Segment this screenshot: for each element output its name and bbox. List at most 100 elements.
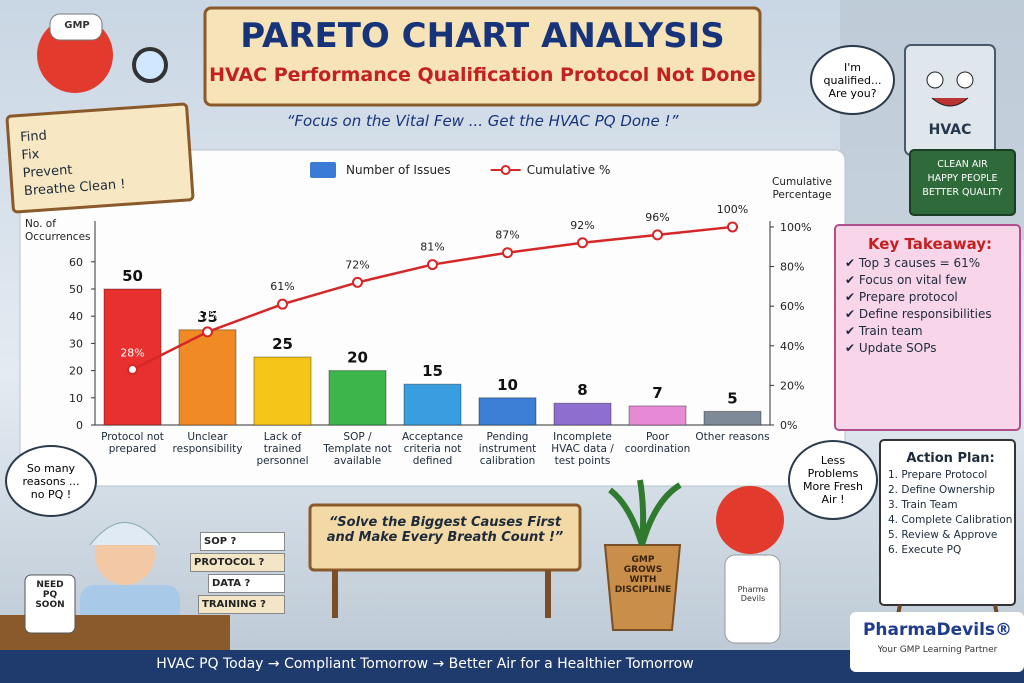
action-item: 3. Train Team xyxy=(888,499,958,511)
action-item: 4. Complete Calibration xyxy=(888,514,1013,526)
takeaway-item: ✔ Train team xyxy=(845,324,923,338)
line-value-label: 96% xyxy=(645,211,669,224)
folder: DATA ? xyxy=(208,574,285,593)
legend-label: Number of Issues xyxy=(346,163,451,177)
bar-value-label: 35 xyxy=(197,308,218,326)
folder: SOP ? xyxy=(200,532,285,551)
action-plan: Action Plan: 1. Prepare Protocol 2. Defi… xyxy=(888,448,1013,559)
takeaway-text: Top 3 causes = 61% xyxy=(858,256,981,270)
takeaway-text: Train team xyxy=(858,324,923,338)
y-tick-label: 60 xyxy=(69,256,83,269)
key-takeaway: Key Takeaway: ✔ Top 3 causes = 61% ✔ Foc… xyxy=(845,232,1015,358)
y-tick-label: 50 xyxy=(69,283,83,296)
title: PARETO CHART ANALYSIS xyxy=(240,16,725,56)
line-value-label: 81% xyxy=(420,241,444,254)
eye xyxy=(956,71,974,89)
bar-value-label: 20 xyxy=(347,349,368,367)
line-marker xyxy=(502,247,513,259)
speech-bubble: So many reasons ... no PQ ! xyxy=(5,445,97,517)
bar xyxy=(553,402,612,426)
line-marker xyxy=(202,326,213,338)
mug-body xyxy=(24,574,76,634)
y-tick-label: 30 xyxy=(69,337,83,350)
action-item: 5. Review & Approve xyxy=(888,529,998,541)
bar xyxy=(253,356,312,426)
bar-value-label: 10 xyxy=(497,376,518,394)
eye xyxy=(926,71,944,89)
green-sign: CLEAN AIR HAPPY PEOPLE BETTER QUALITY xyxy=(910,156,1015,201)
takeaway-text: Define responsibilities xyxy=(858,307,992,321)
hairnet xyxy=(89,522,161,546)
bar xyxy=(328,370,387,426)
bar-value-label: 5 xyxy=(727,389,737,407)
line-marker xyxy=(127,364,138,376)
takeaway-title: Key Takeaway: xyxy=(867,235,993,253)
y-tick-label: 0 xyxy=(76,419,83,432)
hat-label: GMP xyxy=(64,20,90,31)
takeaway-text: Prepare protocol xyxy=(858,290,958,304)
sign-line: BETTER QUALITY xyxy=(922,187,1003,198)
magnifier xyxy=(132,47,168,83)
takeaway-item: ✔ Top 3 causes = 61% xyxy=(845,256,981,270)
bar xyxy=(403,383,462,426)
plant xyxy=(608,479,682,546)
line-value-label: 100% xyxy=(717,203,748,216)
line-marker xyxy=(727,221,738,233)
line-value-label: 61% xyxy=(270,280,294,293)
sign-line: CLEAN AIR xyxy=(937,159,988,170)
y-tick-label: 40 xyxy=(69,310,83,323)
bar xyxy=(628,405,687,426)
mug-label: NEED PQ SOON xyxy=(35,580,65,610)
bar-value-label: 50 xyxy=(122,267,143,285)
brand-name: PharmaDevils® xyxy=(862,620,1013,640)
hvac-label: HVAC xyxy=(928,122,972,138)
bar-value-label: 25 xyxy=(272,335,293,353)
wooden-sign-board xyxy=(308,503,582,572)
y2-tick-label: 20% xyxy=(780,379,804,392)
action-item: 6. Execute PQ xyxy=(888,544,962,556)
sign-line: HAPPY PEOPLE xyxy=(927,173,998,184)
takeaway-item: ✔ Define responsibilities xyxy=(845,307,992,321)
bar xyxy=(103,288,162,426)
bar xyxy=(478,397,537,426)
brand-tagline: Your GMP Learning Partner xyxy=(877,645,998,655)
takeaway-item: ✔ Focus on vital few xyxy=(845,273,967,287)
footer-text: HVAC PQ Today → Compliant Tomorrow → Bet… xyxy=(156,656,694,672)
pot xyxy=(603,544,682,631)
line-value-label: 47% xyxy=(195,309,219,322)
y2-tick-label: 60% xyxy=(780,300,804,313)
legend-swatch xyxy=(310,162,336,178)
line-value-label: 28% xyxy=(120,347,144,360)
takeaway-board xyxy=(834,224,1021,431)
y2-tick-label: 80% xyxy=(780,261,804,274)
y-tick-label: 20 xyxy=(69,365,83,378)
takeaway-item: ✔ Update SOPs xyxy=(845,341,937,355)
folders: SOP ? PROTOCOL ? DATA ? TRAINING ? xyxy=(190,530,285,616)
line-value-label: 72% xyxy=(345,258,369,271)
folder: PROTOCOL ? xyxy=(190,553,285,572)
line-marker xyxy=(577,237,588,249)
title-banner xyxy=(203,6,762,107)
action-title: Action Plan: xyxy=(906,451,995,466)
bar xyxy=(703,410,762,426)
lab-coat xyxy=(724,554,781,644)
line-marker xyxy=(352,276,363,288)
line-marker xyxy=(652,229,663,241)
wooden-sign: “Solve the Biggest Causes First and Make… xyxy=(326,515,564,545)
brand-box xyxy=(850,612,1024,672)
line-marker xyxy=(427,259,438,271)
pot-label: GMP GROWS WITH DISCIPLINE xyxy=(614,555,672,595)
legend-label: Cumulative % xyxy=(527,163,611,177)
side-sign-board xyxy=(5,102,195,214)
action-item: 2. Define Ownership xyxy=(888,484,995,496)
devil-head xyxy=(716,486,784,554)
bar xyxy=(178,329,237,426)
line-value-label: 87% xyxy=(495,229,519,242)
action-item: 1. Prepare Protocol xyxy=(888,469,988,481)
smile xyxy=(931,97,969,107)
takeaway-item: ✔ Prepare protocol xyxy=(845,290,958,304)
line-value-label: 92% xyxy=(570,219,594,232)
y2-tick-label: 0% xyxy=(780,419,797,432)
